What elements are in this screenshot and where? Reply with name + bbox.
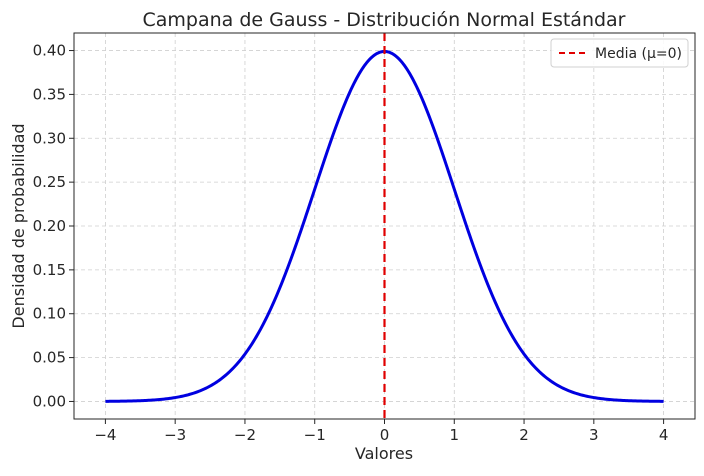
legend-box xyxy=(550,38,689,68)
x-tick-label: −2 xyxy=(234,426,256,444)
y-axis-label: Densidad de probabilidad xyxy=(9,123,28,328)
y-tick-label: 0.05 xyxy=(33,349,66,367)
y-tick-label: 0.00 xyxy=(33,392,66,410)
x-tick-label: −4 xyxy=(94,426,116,444)
y-axis-ticks: 0.00 0.05 0.10 0.15 0.20 0.25 0.30 0.35 0.40 xyxy=(33,42,74,410)
x-tick-label: 4 xyxy=(659,426,669,444)
y-tick-label: 0.35 xyxy=(33,85,66,103)
x-axis-label: Valores xyxy=(355,444,413,463)
y-tick-label: 0.15 xyxy=(33,261,66,279)
y-tick-label: 0.20 xyxy=(33,217,66,235)
y-tick-label: 0.10 xyxy=(33,305,66,323)
x-tick-label: −3 xyxy=(164,426,186,444)
y-tick-label: 0.30 xyxy=(33,129,66,147)
legend: Media (μ=0) xyxy=(550,38,689,68)
chart-title: Campana de Gauss - Distribución Normal E… xyxy=(143,9,626,31)
y-tick-label: 0.40 xyxy=(33,42,66,60)
legend-label-mean: Media (μ=0) xyxy=(595,46,682,62)
x-tick-label: 1 xyxy=(450,426,460,444)
x-tick-label: 3 xyxy=(589,426,599,444)
x-tick-label: 0 xyxy=(380,426,390,444)
x-tick-label: −1 xyxy=(304,426,326,444)
x-axis-ticks: −4 −3 −2 −1 0 1 2 3 4 xyxy=(94,419,668,444)
x-tick-label: 2 xyxy=(519,426,529,444)
y-tick-label: 0.25 xyxy=(33,173,66,191)
